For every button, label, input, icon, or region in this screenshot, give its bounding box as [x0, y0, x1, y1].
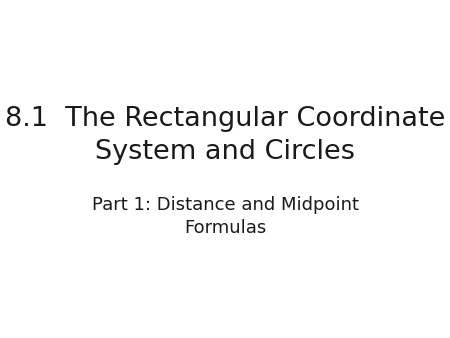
Text: 8.1  The Rectangular Coordinate
System and Circles: 8.1 The Rectangular Coordinate System an… [5, 106, 445, 165]
Text: Part 1: Distance and Midpoint
Formulas: Part 1: Distance and Midpoint Formulas [91, 196, 359, 237]
